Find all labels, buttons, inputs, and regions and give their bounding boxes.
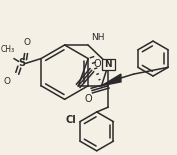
- Text: O: O: [94, 59, 101, 69]
- Text: O: O: [4, 77, 11, 86]
- Text: NH: NH: [91, 33, 104, 42]
- Text: CH₃: CH₃: [1, 45, 15, 54]
- Polygon shape: [102, 74, 121, 86]
- Text: Cl: Cl: [65, 115, 76, 125]
- Text: S: S: [18, 58, 25, 68]
- Bar: [102, 59, 115, 70]
- Text: N: N: [104, 60, 112, 69]
- Text: O: O: [84, 95, 92, 104]
- Text: O: O: [23, 38, 30, 47]
